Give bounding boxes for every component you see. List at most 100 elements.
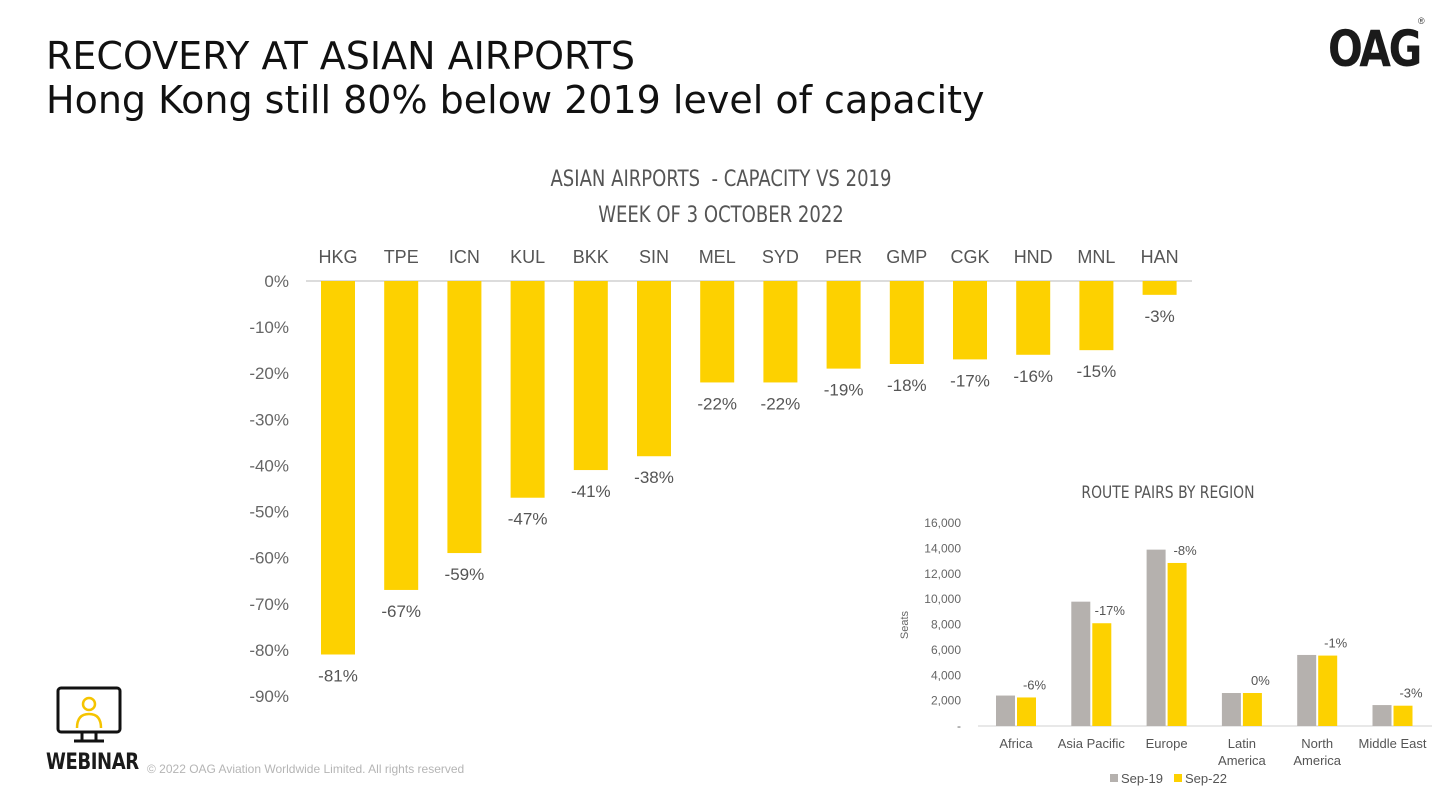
title-line-2: Hong Kong still 80% below 2019 level of … xyxy=(46,78,985,122)
main-category-label: PER xyxy=(825,247,862,267)
region-bar xyxy=(1393,705,1413,726)
region-category-label: Asia Pacific xyxy=(1058,736,1126,751)
main-y-tick-label: -80% xyxy=(249,641,289,660)
main-data-label: -41% xyxy=(571,482,611,501)
region-category-label: America xyxy=(1293,753,1341,768)
main-y-tick-label: -20% xyxy=(249,364,289,383)
legend-swatch xyxy=(1174,774,1182,782)
main-bar xyxy=(1016,281,1051,355)
copyright-notice: © 2022 OAG Aviation Worldwide Limited. A… xyxy=(147,762,465,776)
region-change-label: -1% xyxy=(1324,636,1348,651)
main-bar xyxy=(384,281,419,590)
main-data-label: -15% xyxy=(1077,362,1117,381)
slide-title: RECOVERY AT ASIAN AIRPORTS Hong Kong sti… xyxy=(46,34,984,122)
main-data-label: -47% xyxy=(508,510,548,529)
region-bar xyxy=(1297,654,1317,726)
region-bar xyxy=(1372,705,1392,726)
main-bar xyxy=(826,281,861,369)
main-data-label: -16% xyxy=(1013,367,1053,386)
region-bar xyxy=(1167,562,1187,726)
main-y-tick-label: -10% xyxy=(249,318,289,337)
region-category-label: Middle East xyxy=(1359,736,1427,751)
main-category-label: BKK xyxy=(573,247,609,267)
main-y-tick-label: 0% xyxy=(264,272,289,291)
region-bar xyxy=(1318,655,1338,726)
region-change-label: -8% xyxy=(1174,543,1198,558)
region-y-tick-label: 14,000 xyxy=(924,541,961,555)
main-bar xyxy=(1142,281,1177,295)
main-category-label: ICN xyxy=(449,247,480,267)
main-category-label: HND xyxy=(1014,247,1053,267)
main-bar xyxy=(447,281,482,554)
region-category-label: America xyxy=(1218,753,1266,768)
region-change-label: -3% xyxy=(1399,686,1423,701)
region-bar xyxy=(1092,623,1112,726)
main-bar xyxy=(510,281,545,498)
registered-mark: ® xyxy=(1418,16,1425,26)
legend-label: Sep-22 xyxy=(1185,771,1227,786)
main-category-label: HKG xyxy=(318,247,357,267)
legend-swatch xyxy=(1110,774,1118,782)
main-y-tick-label: -40% xyxy=(249,456,289,475)
legend-label: Sep-19 xyxy=(1121,771,1163,786)
main-category-label: CGK xyxy=(950,247,989,267)
main-category-label: MEL xyxy=(699,247,736,267)
main-y-tick-label: -70% xyxy=(249,595,289,614)
region-y-tick-label: 6,000 xyxy=(931,643,961,657)
main-data-label: -67% xyxy=(381,602,421,621)
region-category-label: Latin xyxy=(1228,736,1256,751)
region-bar xyxy=(1017,697,1036,726)
region-y-tick-label: 12,000 xyxy=(924,567,961,581)
main-data-label: -59% xyxy=(445,565,485,584)
main-chart-title: ASIAN AIRPORTS - CAPACITY VS 2019 xyxy=(550,165,891,191)
main-data-label: -18% xyxy=(887,376,927,395)
main-y-tick-label: -90% xyxy=(249,687,289,706)
main-bar xyxy=(953,281,987,360)
main-y-tick-label: -50% xyxy=(249,503,289,522)
main-category-label: TPE xyxy=(384,247,419,267)
main-category-label: SIN xyxy=(639,247,669,267)
region-category-label: Europe xyxy=(1146,736,1188,751)
region-y-tick-label: 4,000 xyxy=(931,668,961,682)
region-y-tick-label: 16,000 xyxy=(924,516,961,530)
monitor-person-icon xyxy=(56,686,124,749)
main-bar xyxy=(573,281,608,471)
main-category-label: SYD xyxy=(762,247,799,267)
main-bar xyxy=(321,281,355,655)
main-data-label: -22% xyxy=(761,394,801,413)
main-chart-subtitle: WEEK OF 3 OCTOBER 2022 xyxy=(598,201,844,227)
main-category-label: GMP xyxy=(886,247,927,267)
region-bar xyxy=(1146,549,1166,726)
main-data-label: -17% xyxy=(950,371,990,390)
main-bar xyxy=(637,281,671,457)
region-category-label: North xyxy=(1301,736,1333,751)
main-data-label: -81% xyxy=(318,667,358,686)
region-bar xyxy=(1071,601,1091,726)
region-chart-ylabel: Seats xyxy=(899,610,911,639)
webinar-label: WEBINAR xyxy=(46,750,139,775)
region-category-label: Africa xyxy=(999,736,1033,751)
oag-logo: OAG xyxy=(1328,20,1422,78)
region-change-label: -17% xyxy=(1095,603,1126,618)
main-data-label: -19% xyxy=(824,381,864,400)
main-data-label: -22% xyxy=(697,394,737,413)
main-category-label: KUL xyxy=(510,247,545,267)
main-data-label: -3% xyxy=(1144,307,1174,326)
main-y-tick-label: -60% xyxy=(249,549,289,568)
region-bar xyxy=(996,695,1015,726)
region-bar xyxy=(1221,693,1241,726)
main-bar xyxy=(763,281,798,383)
region-y-tick-label: - xyxy=(957,719,961,733)
region-y-tick-label: 8,000 xyxy=(931,618,961,632)
main-category-label: HAN xyxy=(1141,247,1179,267)
main-bar xyxy=(889,281,924,364)
region-change-label: 0% xyxy=(1251,673,1270,688)
region-y-tick-label: 2,000 xyxy=(931,694,961,708)
main-category-label: MNL xyxy=(1077,247,1115,267)
main-y-tick-label: -30% xyxy=(249,410,289,429)
region-y-tick-label: 10,000 xyxy=(924,592,961,606)
main-data-label: -38% xyxy=(634,468,674,487)
title-line-1: RECOVERY AT ASIAN AIRPORTS xyxy=(46,34,636,78)
